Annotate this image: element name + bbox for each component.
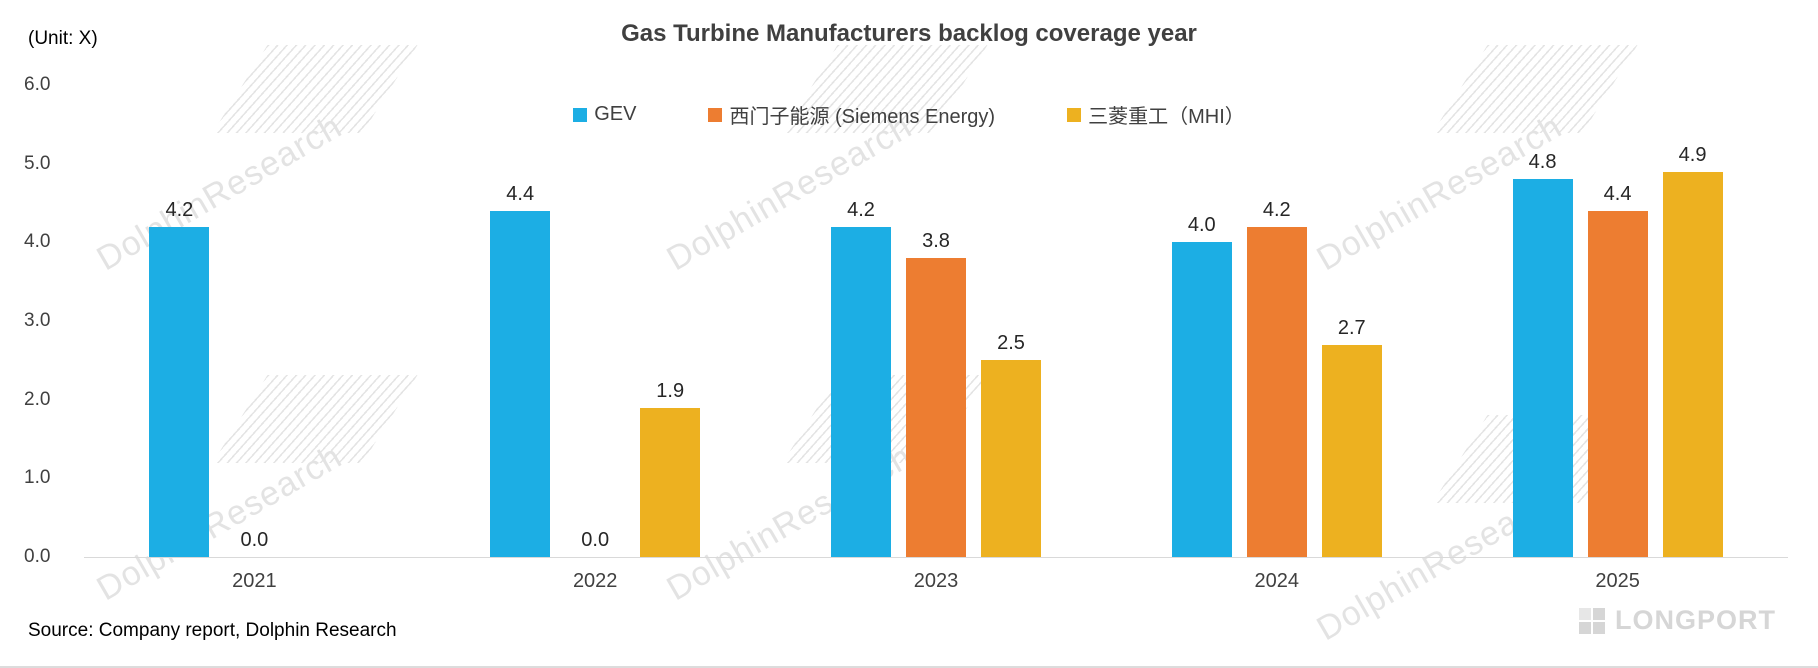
y-axis-tick-label: 0.0 <box>24 546 51 567</box>
x-axis-category-label: 2022 <box>572 570 618 592</box>
bar-slot: 4.2 <box>1246 198 1307 557</box>
bar-group: 4.4 0.0 1.9 <box>425 85 766 557</box>
bar <box>980 360 1041 557</box>
x-axis-category-label: 2023 <box>913 570 959 592</box>
y-axis-tick-label: 6.0 <box>24 74 51 95</box>
bar-slot: 4.2 <box>149 198 210 557</box>
bar-value-label: 4.2 <box>1262 198 1291 221</box>
bar <box>1587 210 1648 557</box>
bar <box>490 210 551 557</box>
legend-label: 西门子能源 (Siemens Energy) <box>729 106 996 128</box>
bar-value-label: 4.2 <box>847 198 875 221</box>
legend-item: GEV <box>573 100 636 129</box>
x-axis-category-label: 2021 <box>232 570 277 592</box>
legend-label: GEV <box>594 103 637 125</box>
legend-item: 西门子能源 (Siemens Energy) <box>708 100 995 129</box>
bar-slot: 4.8 <box>1512 151 1573 557</box>
bar-slot: 0.0 <box>224 529 284 557</box>
y-axis-tick-label: 3.0 <box>24 310 51 331</box>
bar <box>1246 226 1307 557</box>
legend-label: 三菱重工（MHI） <box>1088 106 1245 128</box>
legend-swatch <box>1067 107 1082 122</box>
x-axis-category-label: 2025 <box>1595 570 1640 592</box>
plot-column: 4.2 0.0 4.4 0.0 1.9 4.2 3.8 2.5 4.0 4.2 2.7 4.8 4.4 4… <box>84 85 1788 593</box>
bar-slot: 4.4 <box>1587 182 1648 557</box>
bar-group: 4.2 3.8 2.5 <box>766 85 1107 557</box>
longport-logo-icon <box>1579 607 1605 634</box>
bar-value-label: 0.0 <box>240 529 269 551</box>
bar-slot: 4.2 <box>830 198 891 557</box>
bar-value-label: 3.8 <box>922 230 950 253</box>
bar-slot: 4.9 <box>1662 143 1723 557</box>
legend-swatch <box>708 107 723 122</box>
bar-value-label: 2.7 <box>1337 316 1366 339</box>
bar-group: 4.0 4.2 2.7 <box>1106 85 1447 557</box>
plot-area: 4.2 0.0 4.4 0.0 1.9 4.2 3.8 2.5 4.0 4.2 2.7 4.8 4.4 4… <box>84 85 1788 558</box>
bar-value-label: 4.9 <box>1678 143 1707 166</box>
y-axis-tick-label: 1.0 <box>24 467 51 489</box>
bar-group: 4.8 4.4 4.9 <box>1447 85 1788 557</box>
x-axis-category-label: 2024 <box>1254 570 1300 592</box>
bar-slot: 0.0 <box>565 529 625 557</box>
bar <box>1662 171 1723 557</box>
bar-slot: 1.9 <box>640 379 701 557</box>
longport-logo: LONGPORT <box>1579 605 1776 636</box>
bar-slot: 4.0 <box>1171 214 1232 557</box>
legend: GEV 西门子能源 (Siemens Energy) 三菱重工（MHI） <box>0 100 1818 129</box>
chart-area: 6.0 5.0 4.0 3.0 2.0 1.0 0.0 4.2 0.0 4.4 0.0 1.9 4.2… <box>24 74 1788 593</box>
bar-value-label: 4.4 <box>506 182 535 205</box>
y-axis-tick-label: 2.0 <box>24 388 51 410</box>
bar-group: 4.2 0.0 <box>84 85 425 557</box>
bar-value-label: 2.5 <box>997 332 1025 355</box>
legend-item: 三菱重工（MHI） <box>1067 100 1245 129</box>
y-axis-tick-label: 5.0 <box>24 152 51 174</box>
bar-slot: 3.8 <box>905 230 966 557</box>
bar-value-label: 4.0 <box>1187 214 1216 237</box>
longport-logo-text: LONGPORT <box>1615 605 1776 635</box>
x-axis-labels: 2021 2022 2023 2024 2025 <box>84 570 1788 593</box>
y-axis: 6.0 5.0 4.0 3.0 2.0 1.0 0.0 <box>24 74 84 567</box>
unit-label: (Unit: X) <box>28 28 98 49</box>
bar-value-label: 1.9 <box>656 379 685 402</box>
bar <box>640 407 701 557</box>
legend-swatch <box>573 107 588 122</box>
bar <box>1512 179 1573 557</box>
bar-value-label: 4.8 <box>1528 151 1557 174</box>
bar <box>830 226 891 557</box>
bar-slot: 2.5 <box>980 332 1041 557</box>
chart-title: Gas Turbine Manufacturers backlog covera… <box>621 20 1197 47</box>
source-note: Source: Company report, Dolphin Research <box>28 620 397 641</box>
bar <box>1171 242 1232 557</box>
bar-slot: 4.4 <box>490 182 551 557</box>
bar <box>905 258 966 557</box>
bar <box>149 226 210 557</box>
bar-slot: 2.7 <box>1321 316 1382 557</box>
y-axis-tick-label: 4.0 <box>24 231 51 253</box>
bar-value-label: 0.0 <box>581 529 610 551</box>
bar <box>1321 344 1382 557</box>
bar-value-label: 4.2 <box>165 198 194 221</box>
bar-value-label: 4.4 <box>1603 182 1632 205</box>
